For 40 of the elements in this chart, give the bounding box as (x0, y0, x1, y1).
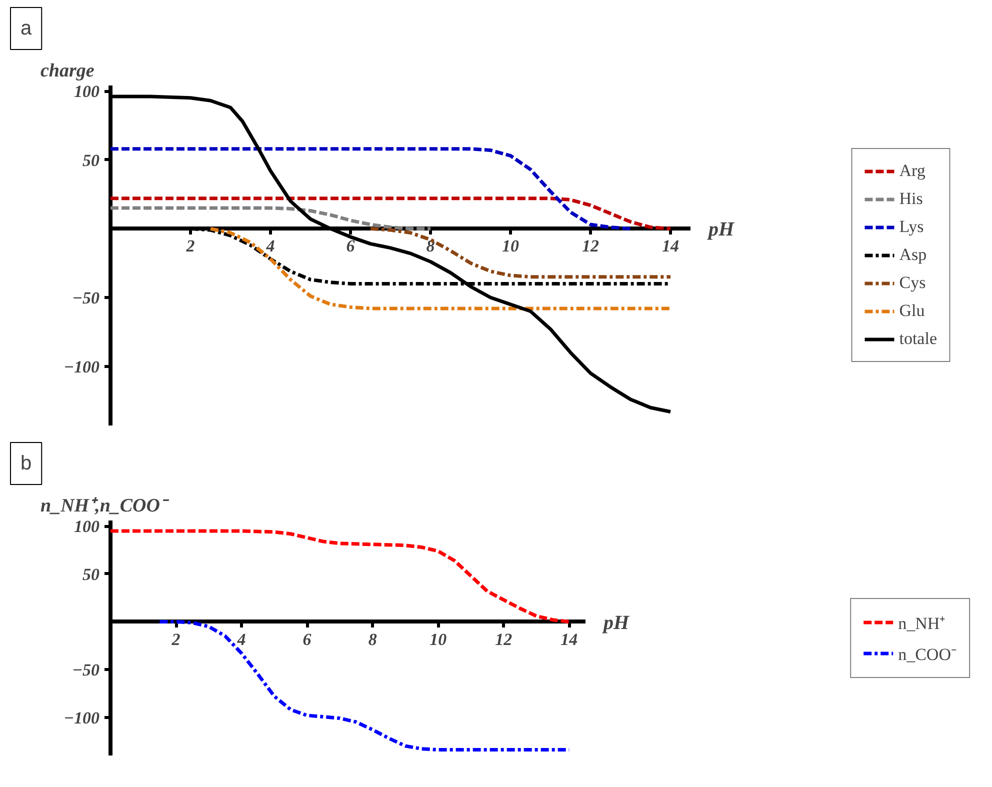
line-series (108, 147, 632, 230)
y-tick-label: 100 (74, 82, 100, 102)
x-tick-label: 14 (560, 630, 578, 649)
x-tick-label: 8 (368, 630, 378, 649)
y-tick-label: 50 (82, 150, 100, 170)
x-tick-label: 14 (662, 236, 679, 256)
x-tick-label: 6 (302, 630, 312, 649)
legend-label: His (899, 189, 923, 209)
x-axis-title: pH (706, 218, 736, 241)
x-tick-label: 2 (185, 236, 196, 256)
line-series (108, 196, 672, 230)
line-series (108, 529, 571, 624)
x-tick-label: 10 (502, 236, 520, 256)
x-tick-label: 12 (495, 630, 513, 649)
x-tick-label: 2 (170, 630, 181, 649)
legend-label: Glu (899, 301, 925, 321)
legend-label: n_COO⁻ (898, 644, 957, 664)
y-tick-label: 50 (82, 564, 100, 584)
legend-label: Cys (899, 273, 926, 293)
line-series (108, 206, 432, 230)
x-tick-label: 6 (346, 236, 356, 256)
text: a (20, 18, 32, 40)
x-tick-label: 4 (265, 236, 275, 256)
y-tick-label: −50 (72, 660, 100, 680)
x-tick-label: 4 (236, 630, 246, 649)
legend-label: Asp (899, 245, 927, 265)
x-tick-label: 10 (430, 630, 448, 649)
legend-label: n_NH⁺ (898, 612, 946, 634)
x-tick-label: 12 (582, 236, 600, 256)
x-axis-title: pH (602, 612, 630, 634)
text: b (20, 452, 32, 474)
legend-label: Lys (899, 217, 924, 237)
legend-label: Arg (899, 161, 926, 181)
legend-label: totale (899, 329, 937, 349)
y-axis-title: charge (40, 60, 95, 82)
y-tick-label: 100 (74, 517, 100, 536)
y-tick-label: −50 (72, 288, 100, 308)
y-tick-label: −100 (64, 357, 100, 376)
y-tick-label: −100 (64, 708, 100, 728)
y-axis-title: n_NH⁺,n_COO⁻ (40, 496, 170, 516)
